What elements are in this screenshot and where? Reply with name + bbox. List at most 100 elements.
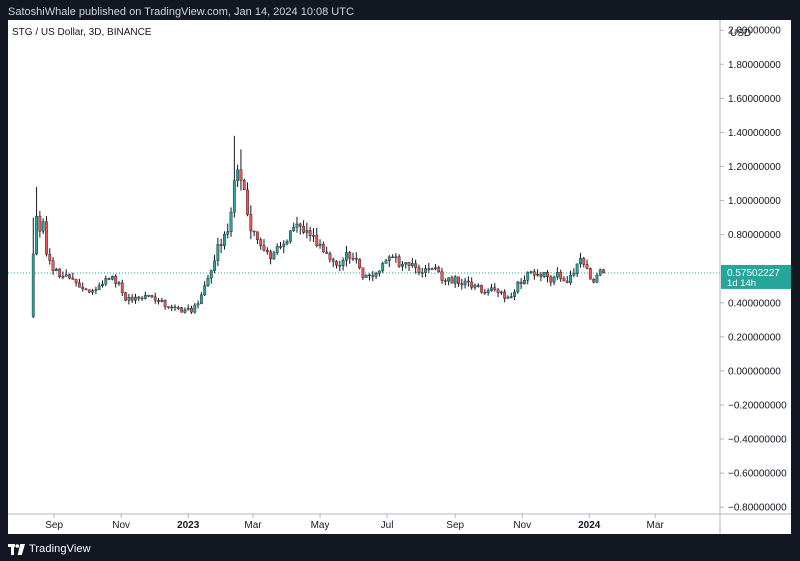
candle-body[interactable] <box>252 230 256 233</box>
candle-body[interactable] <box>401 263 404 267</box>
candle-body[interactable] <box>325 251 329 254</box>
candle-body[interactable] <box>493 287 497 291</box>
candle-body[interactable] <box>371 275 375 277</box>
price-axis[interactable]: 2.00000000 1.80000000 1.60000000 1.40000000… <box>720 26 787 514</box>
candle-body[interactable] <box>183 309 187 313</box>
candle-body[interactable] <box>480 285 483 293</box>
candle-body[interactable] <box>361 267 365 278</box>
candle-body[interactable] <box>486 290 490 293</box>
candle-body[interactable] <box>588 268 592 280</box>
candle-body[interactable] <box>305 230 309 233</box>
candle-body[interactable] <box>199 294 203 304</box>
candle-body[interactable] <box>298 223 302 227</box>
candle-body[interactable] <box>447 277 451 282</box>
candle-body[interactable] <box>348 252 352 259</box>
candle-body[interactable] <box>407 262 411 266</box>
candle-body[interactable] <box>150 295 154 298</box>
candle-body[interactable] <box>193 304 197 313</box>
candle-body[interactable] <box>345 252 348 261</box>
candle-body[interactable] <box>341 260 345 266</box>
candle-body[interactable] <box>190 307 193 313</box>
candle-body[interactable] <box>134 296 137 301</box>
candle-body[interactable] <box>381 263 385 272</box>
time-axis[interactable]: Sep Nov 2023 Mar May Jul Sep Nov 2024 Mar <box>45 514 664 531</box>
candle-body[interactable] <box>229 211 233 232</box>
candle-body[interactable] <box>546 271 549 278</box>
candle-body[interactable] <box>302 226 305 233</box>
candle-body[interactable] <box>91 290 95 293</box>
candle-body[interactable] <box>239 169 243 181</box>
candle-body[interactable] <box>265 250 269 252</box>
candle-body[interactable] <box>272 252 276 260</box>
candle-body[interactable] <box>579 258 582 265</box>
candle-body[interactable] <box>64 274 68 277</box>
candle-body[interactable] <box>417 267 421 273</box>
candle-body[interactable] <box>292 226 296 231</box>
candle-body[interactable] <box>483 292 487 294</box>
candle-body[interactable] <box>420 272 424 274</box>
candle-body[interactable] <box>450 277 454 284</box>
candle-body[interactable] <box>565 280 569 283</box>
candle-body[interactable] <box>124 292 127 301</box>
candle-body[interactable] <box>473 285 477 288</box>
candle-body[interactable] <box>410 263 414 266</box>
candle-body[interactable] <box>490 287 493 291</box>
candle-body[interactable] <box>246 189 249 215</box>
candle-body[interactable] <box>160 299 164 302</box>
candle-body[interactable] <box>595 274 599 283</box>
candle-body[interactable] <box>585 264 589 269</box>
candle-body[interactable] <box>555 272 559 278</box>
candle-body[interactable] <box>476 285 480 287</box>
candle-body[interactable] <box>592 279 596 283</box>
candle-body[interactable] <box>460 283 464 285</box>
candle-body[interactable] <box>31 253 35 317</box>
candle-body[interactable] <box>470 281 474 288</box>
candle-body[interactable] <box>562 278 566 282</box>
candle-body[interactable] <box>351 257 355 260</box>
candle-body[interactable] <box>308 230 312 237</box>
candle-body[interactable] <box>358 258 362 268</box>
candle-body[interactable] <box>236 169 240 181</box>
candle-body[interactable] <box>94 289 98 291</box>
candle-body[interactable] <box>223 234 226 246</box>
candle-body[interactable] <box>38 215 42 232</box>
candle-body[interactable] <box>374 273 378 277</box>
candle-body[interactable] <box>74 279 78 284</box>
candle-body[interactable] <box>213 260 216 271</box>
candle-body[interactable] <box>196 303 200 306</box>
candle-body[interactable] <box>542 271 546 277</box>
symbol-title[interactable]: STG / US Dollar, 3D, BINANCE <box>12 27 152 38</box>
candle-body[interactable] <box>414 263 418 268</box>
candle-body[interactable] <box>120 282 124 293</box>
candle-body[interactable] <box>516 281 520 293</box>
candle-body[interactable] <box>110 275 114 280</box>
candle-body[interactable] <box>523 279 526 284</box>
candle-body[interactable] <box>216 244 220 261</box>
candle-body[interactable] <box>173 306 177 309</box>
candle-body[interactable] <box>312 235 315 237</box>
candle-body[interactable] <box>107 278 111 280</box>
candle-body[interactable] <box>377 270 381 274</box>
candle-body[interactable] <box>513 291 516 297</box>
candle-body[interactable] <box>354 258 358 260</box>
candle-body[interactable] <box>335 261 338 266</box>
candle-body[interactable] <box>529 271 533 273</box>
candle-body[interactable] <box>437 267 441 272</box>
candle-body[interactable] <box>206 277 210 286</box>
candle-body[interactable] <box>153 296 157 301</box>
candle-body[interactable] <box>71 277 75 280</box>
candle-body[interactable] <box>387 256 391 262</box>
candle-body[interactable] <box>384 260 388 264</box>
candle-body[interactable] <box>338 264 342 267</box>
candle-body[interactable] <box>232 180 236 213</box>
candle-body[interactable] <box>391 256 394 259</box>
candle-body[interactable] <box>186 307 190 311</box>
candle-body[interactable] <box>180 307 184 313</box>
candle-body[interactable] <box>157 300 160 302</box>
candle-body[interactable] <box>552 276 556 283</box>
candle-body[interactable] <box>269 251 273 260</box>
candle-body[interactable] <box>147 295 151 297</box>
candle-body[interactable] <box>424 268 427 273</box>
candle-body[interactable] <box>170 306 174 309</box>
